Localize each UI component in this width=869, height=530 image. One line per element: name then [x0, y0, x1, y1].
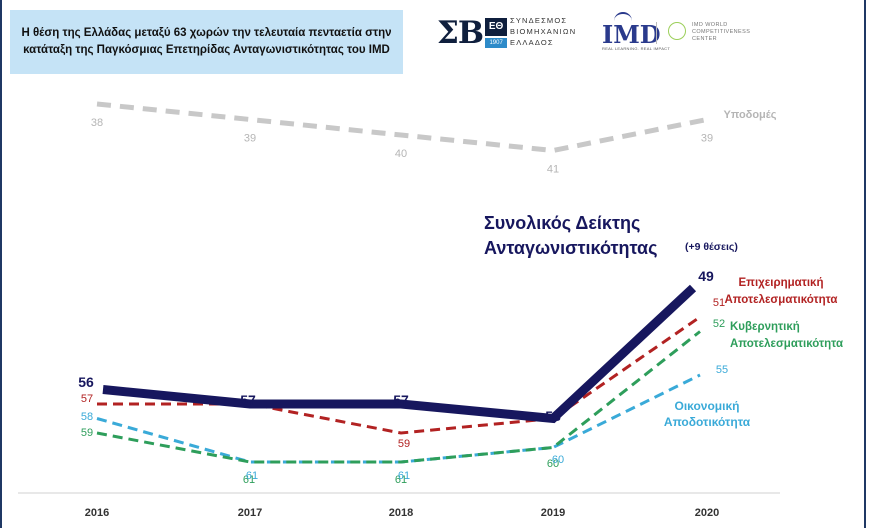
chart-title: Η θέση της Ελλάδας μεταξύ 63 χωρών την τ… [10, 10, 403, 74]
government-data-label: 52 [713, 318, 725, 330]
seb-logo-line2: ΒΙΟΜΗΧΑΝΙΩΝ [510, 27, 577, 36]
series-line-2 [96, 330, 701, 464]
government-data-label: 59 [81, 427, 93, 439]
infra-data-label: 39 [701, 133, 713, 145]
logo-separator [656, 22, 657, 44]
series-line-4 [102, 284, 697, 424]
seb-logo-words: ΣΥΝΔΕΣΜΟΣ ΒΙΟΜΗΧΑΝΙΩΝ ΕΛΛΑΔΟΣ [510, 15, 576, 48]
imd-logo: IMD [602, 20, 661, 49]
x-tick-label: 2020 [695, 507, 719, 519]
legend-label-overall-note: (+9 θέσεις) [685, 241, 738, 253]
imd-logo-arc-icon [614, 12, 632, 24]
wcc-logo-line2: COMPETITIVENESS [692, 29, 751, 35]
series-line-3 [97, 315, 701, 435]
business-data-label: 57 [81, 393, 93, 405]
government-data-label: 60 [547, 458, 559, 470]
overall-data-label: 56 [78, 374, 94, 390]
overall-data-label: 57 [240, 392, 256, 408]
overall-data-label: 57 [393, 392, 409, 408]
seb-logo-line3: ΕΛΛΑΔΟΣ [510, 38, 554, 47]
overall-data-label: 58 [545, 408, 561, 424]
seb-logo-year: 1907 [485, 38, 508, 48]
seb-logo: ΣΒ ΕΘ 1907 [437, 15, 508, 51]
infra-data-label: 38 [91, 117, 103, 129]
legend-label-economic: Οικονομική Αποδοτικότητα [664, 399, 751, 429]
legend-label-business: Επιχειρηματική Αποτελεσματικότητα [724, 277, 837, 306]
business-data-label: 51 [713, 297, 725, 309]
x-tick-label: 2017 [238, 507, 262, 519]
imd-logo-subtitle: REAL LEARNING. REAL IMPACT [602, 46, 671, 51]
x-tick-label: 2019 [541, 507, 565, 519]
economic-data-label: 61 [246, 470, 258, 482]
wcc-logo-icon [668, 22, 686, 40]
seb-logo-box: ΕΘ 1907 [485, 18, 508, 48]
government-data-label: 61 [243, 474, 255, 486]
legend-label-government: Κυβερνητική Αποτελεσματικότητα [730, 321, 843, 350]
legend-label-infrastructure: Υποδομές [724, 109, 777, 121]
seb-logo-line1: ΣΥΝΔΕΣΜΟΣ [510, 16, 568, 25]
wcc-logo-line1: IMD WORLD [692, 22, 728, 28]
economic-data-label: 58 [81, 411, 93, 423]
legend-label-overall: Συνολικός Δείκτης Ανταγωνιστικότητας [484, 213, 657, 258]
series-line-0 [96, 101, 708, 154]
economic-data-label: 60 [552, 454, 564, 466]
infra-data-label: 40 [395, 148, 407, 160]
infra-data-label: 39 [244, 133, 256, 145]
wcc-logo-line3: CENTER [692, 36, 718, 42]
business-data-label: 59 [398, 438, 410, 450]
wcc-logo-text: IMD WORLD COMPETITIVENESS CENTER [692, 22, 750, 43]
seb-logo-letters: ΣΒ [437, 15, 484, 51]
x-tick-label: 2016 [85, 507, 109, 519]
economic-data-label: 61 [398, 470, 410, 482]
seb-logo-box-text: ΕΘ [485, 18, 508, 36]
x-tick-label: 2018 [389, 507, 413, 519]
economic-data-label: 55 [716, 364, 728, 376]
infra-data-label: 41 [547, 164, 559, 176]
government-data-label: 61 [395, 474, 407, 486]
overall-data-label: 49 [698, 268, 714, 284]
